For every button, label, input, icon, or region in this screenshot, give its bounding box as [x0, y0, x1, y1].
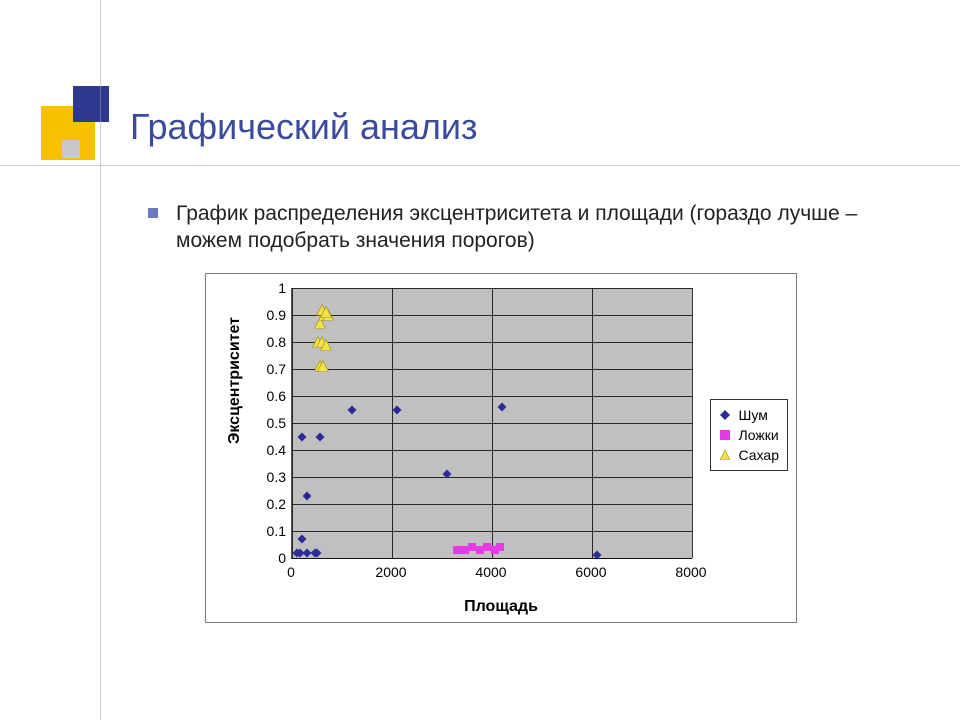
y-tick-label: 0.8: [246, 334, 286, 350]
y-tick-label: 0.6: [246, 388, 286, 404]
data-point-sugar: [321, 339, 332, 350]
gridline-v: [592, 288, 593, 558]
data-point-sugar: [318, 361, 329, 372]
y-tick-label: 1: [246, 280, 286, 296]
scatter-chart: Эксцентриситет 0 0.1 0.2 0.3 0.4 0.5 0.6 0.7 0.8…: [205, 273, 797, 623]
y-axis-label: Эксцентриситет: [226, 317, 244, 444]
triangle-icon: [719, 449, 731, 461]
data-point-noise: [393, 405, 402, 414]
y-tick-label: 0.5: [246, 415, 286, 431]
data-point-noise: [298, 432, 307, 441]
legend-label: Ложки: [739, 427, 779, 443]
gridline-v: [292, 288, 293, 558]
x-tick-label: 2000: [375, 564, 406, 580]
bullet-row: График распределения эксцентриситета и п…: [148, 200, 868, 255]
decor-blue-square: [73, 86, 109, 122]
data-point-noise: [498, 402, 507, 411]
decor-v-line: [100, 0, 101, 720]
diamond-icon: [719, 409, 731, 421]
legend-label: Сахар: [739, 447, 779, 463]
data-point-noise: [315, 432, 324, 441]
data-point-noise: [313, 548, 322, 557]
decor-gray-square: [62, 140, 80, 158]
data-point-noise: [303, 491, 312, 500]
data-point-noise: [593, 551, 602, 560]
data-point-noise: [348, 405, 357, 414]
data-point-noise: [298, 535, 307, 544]
x-tick-label: 4000: [475, 564, 506, 580]
y-tick-label: 0.3: [246, 469, 286, 485]
slide-title: Графический анализ: [130, 106, 478, 148]
data-point-sugar: [321, 307, 332, 318]
legend-label: Шум: [739, 407, 768, 423]
decor-h-line: [0, 165, 960, 166]
y-tick-label: 0.9: [246, 307, 286, 323]
plot-area: [291, 288, 692, 559]
legend-item: Сахар: [719, 445, 779, 465]
y-tick-label: 0.2: [246, 496, 286, 512]
y-tick-label: 0.1: [246, 523, 286, 539]
x-axis-label: Площадь: [206, 598, 796, 616]
gridline-v: [692, 288, 693, 558]
legend-item: Шум: [719, 405, 779, 425]
legend: Шум Ложки Сахар: [710, 399, 788, 471]
x-tick-label: 8000: [675, 564, 706, 580]
gridline-v: [492, 288, 493, 558]
gridline-v: [392, 288, 393, 558]
y-tick-label: 0.4: [246, 442, 286, 458]
x-tick-label: 0: [287, 564, 295, 580]
x-tick-label: 6000: [575, 564, 606, 580]
data-point-noise: [443, 470, 452, 479]
gridline-h: [292, 558, 692, 559]
bullet-square-icon: [148, 208, 158, 218]
legend-item: Ложки: [719, 425, 779, 445]
bullet-text: График распределения эксцентриситета и п…: [176, 200, 868, 255]
y-tick-label: 0.7: [246, 361, 286, 377]
square-icon: [719, 429, 731, 441]
y-tick-label: 0: [246, 550, 286, 566]
data-point-spoons: [496, 543, 504, 551]
